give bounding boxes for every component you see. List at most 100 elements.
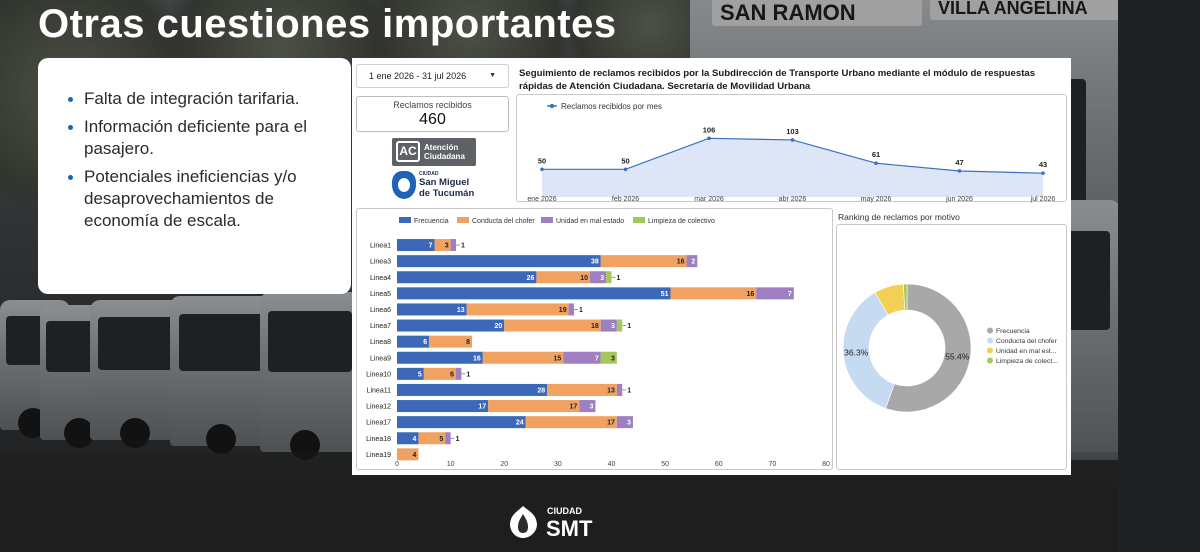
x-tick-label: feb 2026 (612, 196, 639, 203)
bar-data-label: 7 (429, 243, 433, 250)
bar-segment (397, 416, 526, 429)
slide-title: Otras cuestiones importantes (38, 2, 617, 46)
ac-line1: Atención (424, 143, 459, 152)
bar-data-label: 3 (445, 243, 449, 250)
smt-leaf-icon (510, 506, 537, 538)
bar-segment (616, 416, 633, 429)
footer-logo: CIUDAD SMT (507, 500, 607, 544)
bar-segment (423, 367, 456, 380)
bar-segment (397, 351, 483, 364)
y-tick-label: Linea9 (370, 355, 391, 362)
x-tick-label: 0 (395, 461, 399, 468)
smt-ciudad: CIUDAD (419, 171, 439, 177)
bar-segment (670, 287, 757, 300)
bar-data-label: 1 (627, 323, 631, 330)
bar-chart-panel: Frecuencia Conducta del chofer Unidad en m… (356, 208, 833, 470)
bar-data-label: 1 (627, 387, 631, 394)
bar-data-label: 1 (617, 275, 621, 282)
x-tick-label: mar 2026 (694, 196, 724, 203)
bar-segment (397, 319, 505, 332)
bar-segment (568, 303, 574, 316)
bar-data-label: 16 (746, 291, 754, 298)
x-tick-label: 80 (822, 461, 830, 468)
donut-legend-label: Conducta del chofer (996, 338, 1058, 345)
legend-swatch (987, 347, 993, 354)
bar-segment (397, 448, 419, 461)
legend-swatch (633, 217, 645, 223)
line-data-label: 103 (786, 127, 799, 136)
donut-data-label: 36.3% (844, 348, 869, 358)
bar-segment (563, 351, 601, 364)
bullet-dot-icon (68, 175, 73, 180)
bar-data-label: 4 (413, 436, 417, 443)
donut-data-label: 55.4% (945, 352, 970, 362)
san-miguel-logo: CIUDAD San Miguel de Tucumán (392, 170, 482, 200)
legend-swatch (541, 217, 553, 223)
line-data-label: 43 (1039, 160, 1047, 169)
line-point (707, 136, 711, 141)
bar-data-label: 17 (570, 404, 578, 411)
kpi-label: Reclamos recibidos (393, 100, 472, 110)
x-tick-label: jul 2026 (1030, 196, 1056, 203)
bar-data-label: 13 (607, 387, 615, 394)
bar-data-label: 1 (461, 243, 465, 250)
bar-segment (616, 319, 623, 332)
bar-data-label: 3 (611, 355, 615, 362)
dashboard-title: Seguimiento de reclamos recibidos por la… (519, 68, 1036, 92)
bar-data-label: 4 (413, 452, 417, 459)
line-data-label: 106 (703, 125, 716, 134)
bar-segment (397, 400, 489, 413)
bar-data-label: 20 (494, 323, 502, 330)
line-legend-label: Reclamos recibidos por mes (561, 102, 662, 111)
donut-legend-label: Frecuencia (996, 328, 1030, 335)
bullet-item: Potenciales ineficiencias y/o desaprovec… (68, 166, 335, 232)
bullet-text: Potenciales ineficiencias y/o desaprovec… (84, 167, 297, 230)
bar-segment (482, 351, 564, 364)
bar-data-label: 1 (466, 371, 470, 378)
bar-data-label: 38 (591, 259, 599, 266)
right-strip (1118, 0, 1200, 552)
legend-swatch (987, 357, 993, 364)
line-point (1041, 171, 1045, 175)
bar-data-label: 6 (450, 371, 454, 378)
bus-sign-san-ramon: SAN RAMON (712, 0, 922, 26)
y-tick-label: Linea17 (366, 420, 391, 427)
bar-data-label: 24 (516, 420, 524, 427)
bar-segment (450, 239, 456, 252)
bar-segment (397, 432, 419, 445)
bar-segment (606, 271, 612, 284)
date-range-selector[interactable]: 1 ene 2026 - 31 jul 2026 ▼ (356, 64, 509, 88)
bar-segment (600, 351, 617, 364)
atencion-ciudadana-logo: AC Atención Ciudadana (392, 138, 476, 166)
line-data-label: 50 (538, 156, 546, 165)
bar-segment (616, 383, 623, 396)
x-tick-label: 20 (500, 461, 508, 468)
bullet-dot-icon (68, 125, 73, 130)
bar-segment (397, 255, 601, 268)
bar-legend-label: Limpieza de colectivo (648, 218, 715, 225)
bar-data-label: 6 (423, 339, 427, 346)
ac-badge: AC (396, 141, 420, 162)
legend-dot-marker (549, 103, 555, 109)
bar-segment (466, 303, 569, 316)
bar-data-label: 17 (607, 420, 615, 427)
bar-segment (397, 335, 430, 348)
donut-chart: 55.4% 36.3% Frecuencia Conducta del chofer U… (842, 283, 1058, 413)
legend-swatch (399, 217, 411, 223)
bar-data-label: 3 (590, 404, 594, 411)
x-tick-label: may 2026 (861, 196, 892, 203)
bar-data-label: 5 (439, 436, 443, 443)
bar-data-label: 3 (600, 275, 604, 282)
x-tick-label: jun 2026 (945, 196, 973, 203)
dashboard-screenshot: 1 ene 2026 - 31 jul 2026 ▼ Seguimiento d… (352, 58, 1071, 475)
smt-line2: de Tucumán (419, 188, 475, 199)
bar-data-label: 13 (457, 307, 465, 314)
bar-segment (525, 416, 617, 429)
bar-data-label: 5 (418, 371, 422, 378)
line-chart: Reclamos recibidos por mes 50 ene 2026 50 fe… (527, 102, 1056, 203)
ac-line2: Ciudadana (424, 152, 465, 161)
line-chart-panel: Reclamos recibidos por mes 50 ene 2026 50 fe… (516, 94, 1067, 203)
bar-segment (686, 255, 698, 268)
y-tick-label: Linea1 (370, 243, 391, 250)
footer-ciudad: CIUDAD (547, 506, 582, 516)
